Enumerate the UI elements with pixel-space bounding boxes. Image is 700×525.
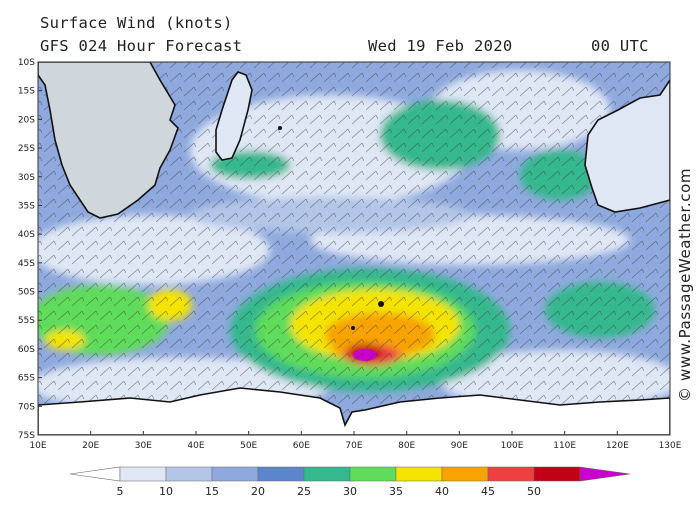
lon-tick-label: 80E <box>398 441 415 451</box>
lon-tick-label: 50E <box>240 441 257 451</box>
lat-tick-label: 20S <box>18 115 35 125</box>
lat-tick-label: 35S <box>18 201 35 211</box>
mauritius-island <box>278 126 282 130</box>
lon-tick-label: 60E <box>293 441 310 451</box>
lat-tick-label: 15S <box>18 87 35 97</box>
legend-tick-label: 15 <box>205 485 219 498</box>
lon-tick-label: 110E <box>553 441 576 451</box>
forecast-date: Wed 19 Feb 2020 <box>368 37 513 55</box>
madagascar-landmass <box>215 71 253 161</box>
legend-swatch <box>441 466 489 482</box>
legend-swatch <box>119 466 167 482</box>
lon-tick-label: 120E <box>606 441 629 451</box>
legend-tick-label: 40 <box>435 485 449 498</box>
longitude-axis: 10E 20E 30E 40E 50E 60E 70E 80E 90E 100E 110E 120E 1… <box>29 431 682 451</box>
lat-tick-label: 60S <box>18 345 35 355</box>
lat-tick-label: 50S <box>18 288 35 298</box>
lat-tick-label: 65S <box>18 374 35 384</box>
land-masses <box>38 62 670 435</box>
lon-tick-label: 10E <box>29 441 46 451</box>
legend-color-bar <box>119 466 581 482</box>
lat-tick-label: 75S <box>18 431 35 441</box>
kerguelen-island <box>378 301 384 307</box>
forecast-time: 00 UTC <box>591 37 649 55</box>
map-title: Surface Wind (knots) <box>40 14 233 32</box>
lon-tick-label: 100E <box>501 441 524 451</box>
wind-field <box>38 62 670 435</box>
legend-swatch <box>533 466 581 482</box>
forecast-subtitle: GFS 024 Hour Forecast <box>40 37 243 55</box>
legend-tick-labels: 5 10 15 20 25 30 35 40 45 50 <box>117 485 542 498</box>
legend-swatch <box>303 466 351 482</box>
lat-tick-label: 70S <box>18 402 35 412</box>
lat-tick-label: 40S <box>18 230 35 240</box>
lat-tick-label: 55S <box>18 316 35 326</box>
africa-landmass <box>38 62 179 219</box>
lat-tick-label: 25S <box>18 144 35 154</box>
legend-swatch <box>349 466 397 482</box>
antarctica-coast <box>38 387 670 435</box>
latitude-axis: 10S 15S 20S 25S 30S 35S 40S 45S 50S 55S 60S 65S 70S 7… <box>18 58 42 441</box>
australia-landmass <box>584 78 670 213</box>
legend-tick-label: 50 <box>527 485 541 498</box>
legend-swatch <box>487 466 535 482</box>
legend-tick-label: 25 <box>297 485 311 498</box>
legend-tick-label: 10 <box>159 485 173 498</box>
lat-tick-label: 30S <box>18 173 35 183</box>
wind-speed-legend: 5 10 15 20 25 30 35 40 45 50 <box>69 466 631 498</box>
lon-tick-label: 30E <box>135 441 152 451</box>
lon-tick-label: 40E <box>187 441 204 451</box>
lon-tick-label: 20E <box>82 441 99 451</box>
heard-island <box>351 326 355 330</box>
legend-tick-label: 20 <box>251 485 265 498</box>
legend-swatch <box>257 466 305 482</box>
legend-swatch <box>165 466 213 482</box>
legend-upper-arrow <box>579 466 631 482</box>
legend-tick-label: 45 <box>481 485 495 498</box>
legend-tick-label: 35 <box>389 485 403 498</box>
lon-tick-label: 130E <box>659 441 682 451</box>
legend-swatch <box>395 466 443 482</box>
lat-tick-label: 10S <box>18 58 35 68</box>
legend-tick-label: 30 <box>343 485 357 498</box>
lon-tick-label: 70E <box>345 441 362 451</box>
legend-swatch <box>211 466 259 482</box>
legend-lower-arrow <box>69 466 121 482</box>
lon-tick-label: 90E <box>451 441 468 451</box>
lat-tick-label: 45S <box>18 259 35 269</box>
legend-tick-label: 5 <box>117 485 124 498</box>
